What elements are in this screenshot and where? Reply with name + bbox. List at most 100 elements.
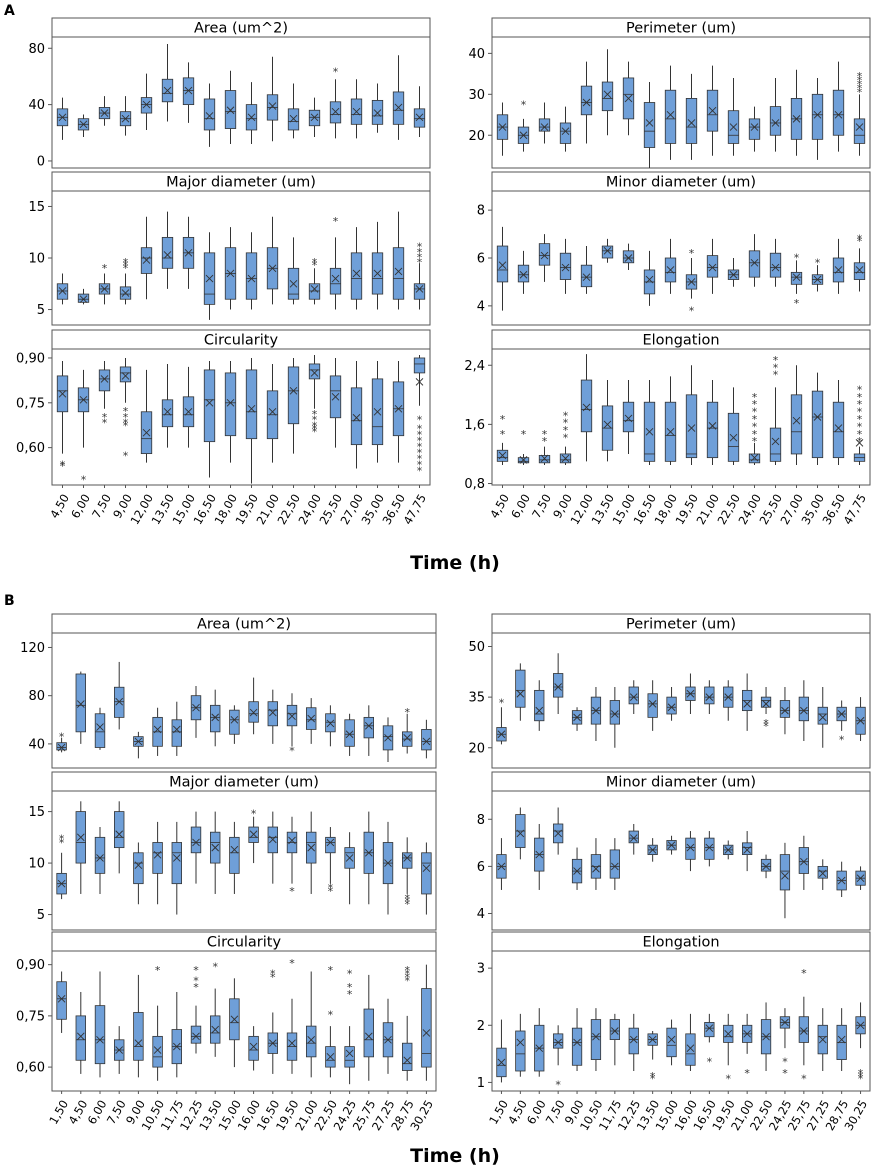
x-tick-label: 4,50 (487, 492, 512, 521)
iqr-box (769, 427, 782, 462)
outlier-marker: * (312, 426, 318, 439)
x-axis-label-b: Time (h) (410, 1145, 500, 1167)
y-tick-label: 0,75 (16, 1009, 45, 1024)
mean-marker (230, 1015, 239, 1024)
outlier-marker: * (417, 429, 423, 442)
mean-marker (855, 123, 864, 131)
box-21,00 (742, 831, 753, 872)
outlier-marker: * (417, 246, 423, 259)
iqr-box (580, 85, 593, 116)
y-tick-label: 8 (477, 204, 485, 219)
mean-marker (76, 833, 85, 842)
box-1,50: * (56, 730, 67, 753)
x-tick-label: 6,00 (524, 1098, 549, 1127)
outlier-marker: * (81, 474, 87, 487)
mean-marker (629, 834, 638, 842)
iqr-box (329, 101, 342, 124)
mean-marker (364, 848, 373, 857)
box-16,50 (267, 811, 279, 884)
iqr-box (56, 742, 67, 751)
mean-marker (307, 843, 316, 852)
chart-b-circularity: Circularity0,600,750,901,504,506,007,509… (16, 931, 437, 1133)
iqr-box (75, 673, 87, 733)
iqr-box (704, 1022, 715, 1038)
outlier-marker: * (312, 414, 318, 427)
box-25,75 (798, 835, 809, 890)
outlier-marker: * (417, 241, 423, 254)
box-10,50 (590, 1008, 602, 1071)
mean-marker (705, 693, 714, 701)
x-tick-label: 1,50 (46, 1098, 71, 1127)
mean-marker (554, 683, 562, 691)
box-15,00 (229, 978, 240, 1068)
iqr-box (742, 842, 753, 856)
box-18,00 (224, 227, 237, 310)
outlier-marker: * (500, 413, 506, 426)
mean-marker (289, 114, 298, 123)
y-tick-label: 6 (477, 252, 485, 267)
outlier-marker: * (650, 1070, 656, 1083)
box-7,50: ** (98, 360, 111, 430)
box-7,50 (114, 661, 125, 730)
box-22,50 (287, 357, 300, 454)
box-47,75: ** (853, 232, 866, 292)
plot-frame (51, 613, 437, 769)
mean-marker (648, 700, 657, 708)
plot-title-bar (51, 17, 431, 38)
box-19,50 (245, 232, 258, 310)
mean-marker (331, 274, 340, 283)
box-15,00 (622, 380, 635, 454)
mean-marker (837, 1035, 846, 1044)
box-7,50: ** (538, 428, 551, 466)
mean-marker (573, 713, 581, 722)
iqr-box (350, 387, 363, 446)
box-7,50: * (98, 262, 111, 305)
iqr-box (647, 693, 658, 718)
iqr-box (392, 91, 405, 125)
outlier-marker: * (328, 882, 334, 895)
mean-marker (403, 1056, 412, 1065)
box-24,00: ***** (308, 354, 321, 439)
outlier-marker: * (499, 697, 505, 710)
y-tick-label: 0,90 (16, 958, 45, 973)
mean-marker (771, 437, 780, 446)
plot-title: Major diameter (um) (169, 775, 319, 791)
box-24,00: ******* (748, 391, 761, 466)
box-16,00: * (248, 808, 259, 864)
box-15,00 (182, 62, 195, 123)
mean-marker (813, 275, 822, 284)
outlier-marker: * (417, 256, 423, 269)
mean-marker (288, 836, 296, 845)
plot-frame (51, 171, 431, 326)
mean-marker (856, 716, 865, 725)
box-28,75 (836, 861, 847, 898)
mean-marker (403, 734, 412, 742)
plot-frame (491, 931, 871, 1092)
mean-marker (100, 375, 109, 383)
box-6,00 (77, 288, 90, 305)
outlier-marker: * (858, 1070, 864, 1083)
box-18,00 (664, 65, 677, 160)
box-4,50 (515, 807, 526, 860)
iqr-box (245, 369, 258, 440)
iqr-box (152, 1035, 163, 1068)
mean-marker (667, 1035, 676, 1044)
iqr-box (601, 81, 614, 112)
mean-marker (818, 869, 827, 878)
iqr-box (769, 252, 782, 278)
outlier-marker: * (782, 1067, 788, 1080)
box-27,00 (790, 69, 803, 156)
mean-marker (205, 112, 214, 120)
box-9,00: *** (119, 256, 132, 305)
box-16,00 (248, 1026, 259, 1071)
box-12,00 (140, 369, 153, 463)
outlier-marker: * (59, 832, 65, 845)
box-7,50 (114, 801, 125, 874)
box-24,00 (748, 106, 761, 152)
box-4,50: ** (496, 413, 509, 466)
box-21,00 (305, 811, 317, 894)
box-25,50 (769, 238, 782, 287)
mean-marker (750, 123, 759, 131)
iqr-box (308, 109, 321, 127)
